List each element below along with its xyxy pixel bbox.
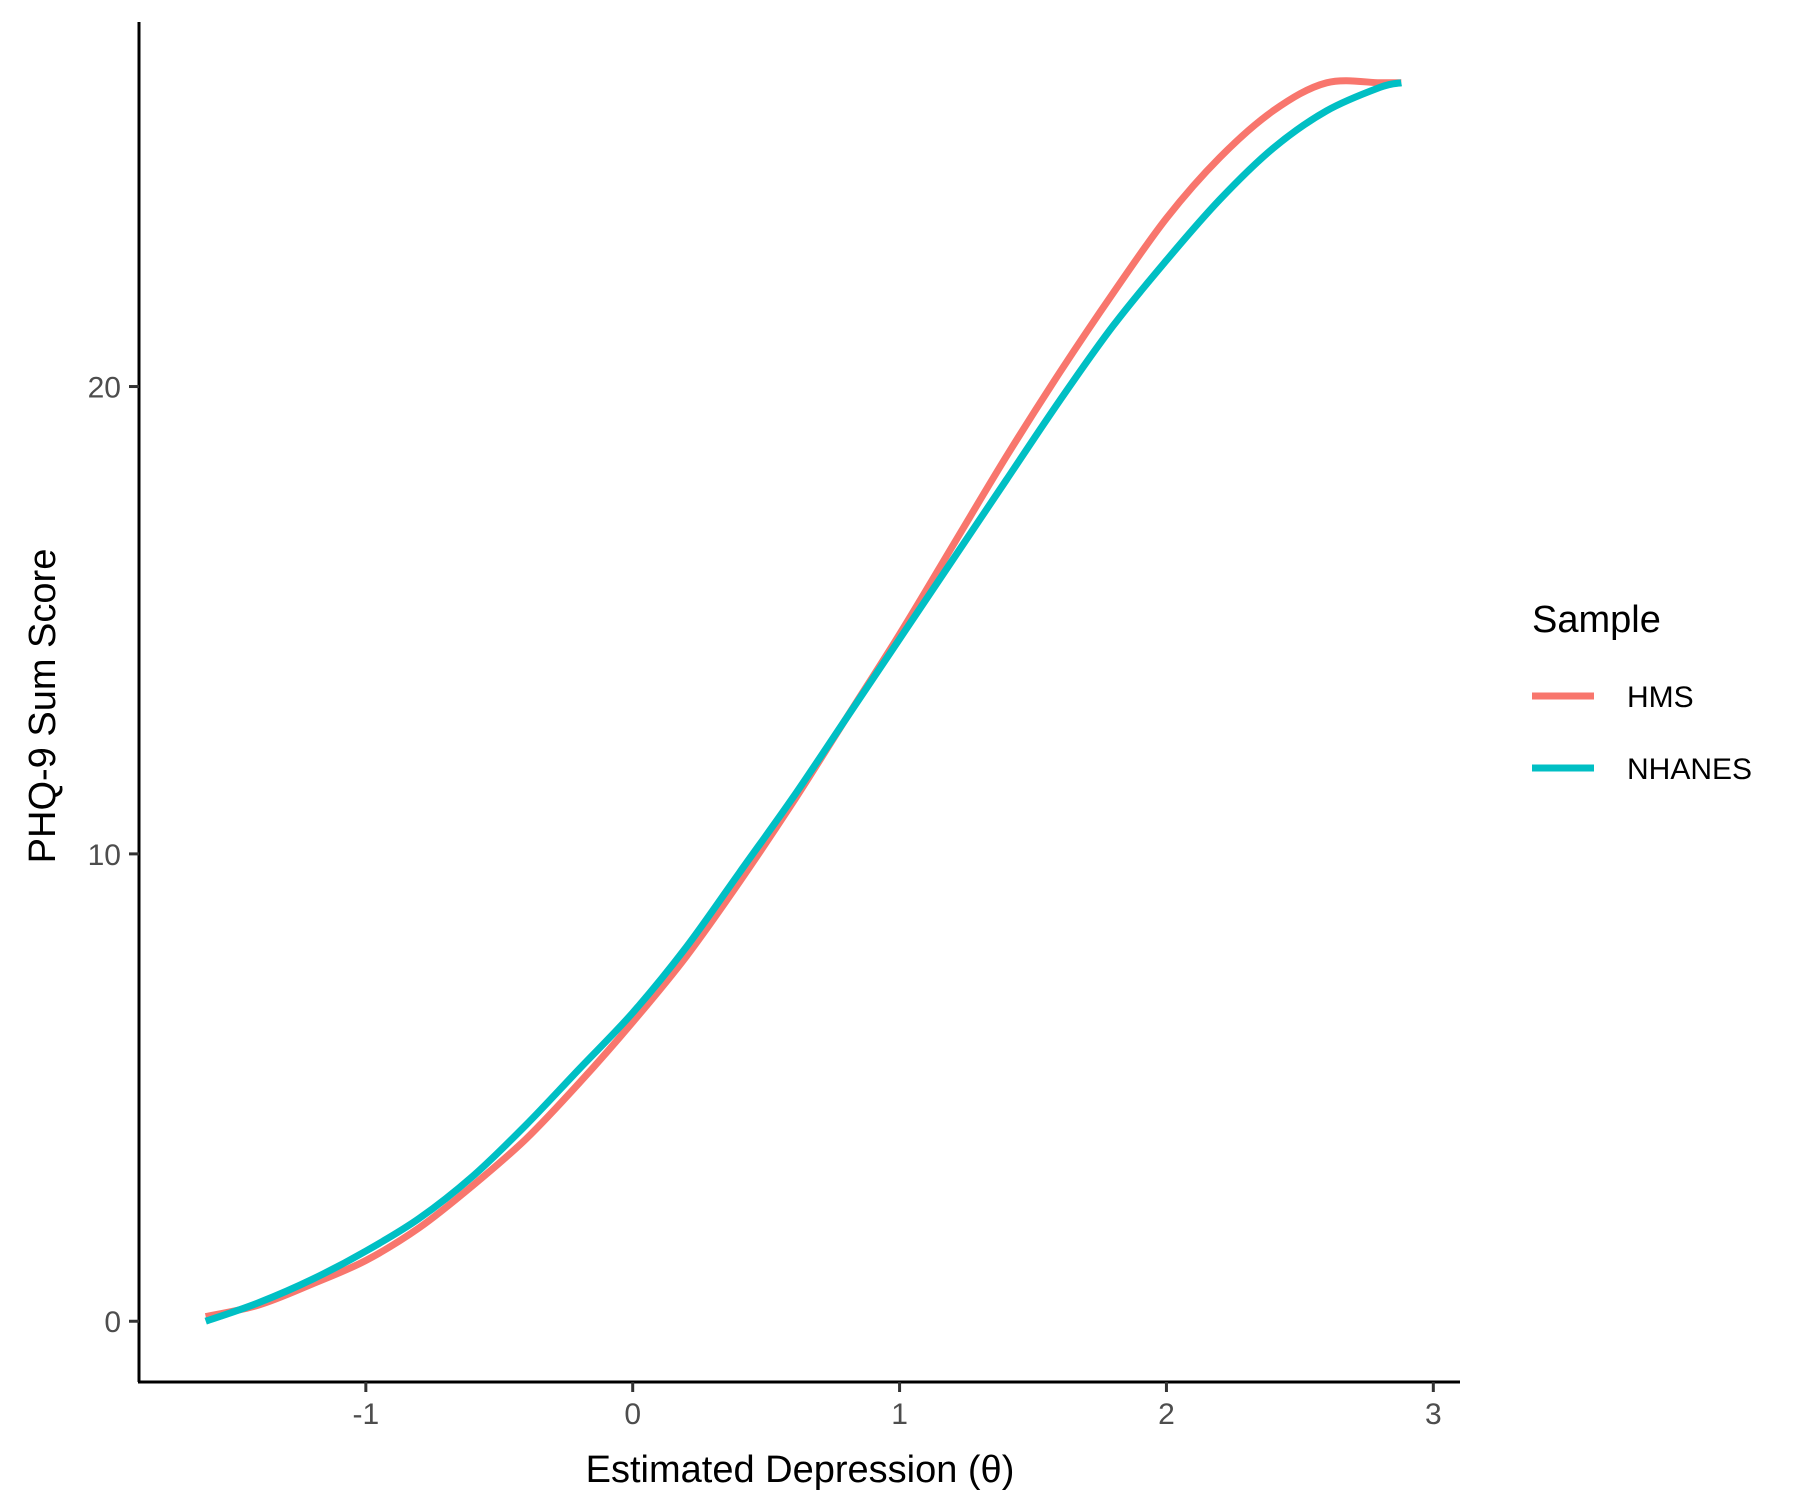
y-tick-label: 0 bbox=[104, 1306, 121, 1339]
x-tick-label: 0 bbox=[624, 1398, 641, 1431]
x-tick-label: 2 bbox=[1158, 1398, 1175, 1431]
legend-entries: HMS NHANES bbox=[1532, 681, 1752, 786]
y-tick-label: 10 bbox=[88, 839, 121, 872]
x-axis-title: Estimated Depression (θ) bbox=[586, 1449, 1015, 1491]
series-line-hms bbox=[204, 77, 1402, 1321]
y-axis-title: PHQ-9 Sum Score bbox=[22, 549, 64, 864]
x-tick-label: 1 bbox=[891, 1398, 908, 1431]
x-tick-label: 3 bbox=[1425, 1398, 1442, 1431]
legend-label-hms: HMS bbox=[1627, 681, 1694, 714]
legend-title: Sample bbox=[1532, 599, 1661, 641]
axes bbox=[137, 22, 1460, 1384]
y-tick-label: 20 bbox=[88, 372, 121, 405]
legend-label-nhanes: NHANES bbox=[1627, 753, 1752, 786]
legend: Sample HMS NHANES bbox=[1532, 599, 1752, 786]
series-line-nhanes bbox=[204, 79, 1402, 1325]
x-ticks: -1 0 1 2 3 bbox=[352, 1382, 1442, 1431]
x-tick-label: -1 bbox=[352, 1398, 379, 1431]
plot-lines bbox=[204, 77, 1402, 1325]
y-ticks: 0 10 20 bbox=[88, 372, 139, 1339]
